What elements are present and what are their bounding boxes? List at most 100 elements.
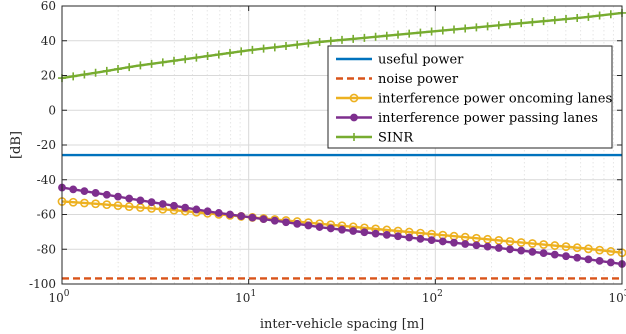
data-point [114,192,122,201]
data-point [80,198,89,208]
data-point [416,234,425,243]
data-point [338,35,346,44]
data-point [315,38,324,47]
data-point [472,241,481,250]
y-tick-label: -40 [37,173,56,187]
y-tick-label: 60 [41,0,56,13]
data-point [147,59,156,68]
data-point [124,202,134,211]
data-point [102,66,111,75]
data-point [494,21,503,30]
data-point [461,24,470,33]
data-point [248,45,257,54]
data-point [80,70,89,79]
legend-item: useful power [336,53,464,68]
data-point [517,19,526,28]
x-tick-label: 101 [235,289,256,305]
data-point [494,244,503,252]
data-point [192,205,201,214]
data-point [237,212,246,220]
data-point [282,218,290,227]
data-point [125,63,134,72]
data-point [562,15,570,24]
data-point [360,228,369,237]
data-point [226,210,234,219]
data-point [427,27,436,36]
data-point [350,113,358,122]
data-point [506,20,514,29]
data-point [102,200,112,210]
data-point [304,39,313,48]
data-point [606,258,615,267]
data-point [114,65,122,74]
data-point [237,47,246,56]
data-point [91,189,100,197]
data-point [561,242,571,252]
data-point [326,224,335,233]
data-point [315,223,324,231]
y-tick-label: 20 [41,69,56,83]
data-point [170,56,178,65]
data-point [69,72,78,81]
legend-label: interference power oncoming lanes [378,92,612,107]
data-point [573,13,582,22]
data-point [573,253,582,262]
x-tick-label: 102 [422,289,443,305]
data-point [248,213,257,222]
data-point [136,196,145,205]
x-axis-title: inter-vehicle spacing [m] [260,317,424,332]
data-point [394,232,402,241]
data-point [349,93,359,103]
data-point [505,237,515,246]
data-point [304,221,313,230]
data-point [550,250,559,259]
legend-box [327,45,613,149]
data-point [259,44,268,53]
data-point [450,238,458,247]
data-point [136,61,145,70]
data-point [349,34,358,43]
data-point [461,240,470,248]
legend-label: useful power [378,53,464,68]
data-point [270,216,279,225]
data-point [214,209,223,217]
data-point [528,18,537,27]
data-point [382,31,391,40]
data-point [326,36,335,45]
y-axis-title: [dB] [9,131,24,159]
data-point [259,215,268,224]
data-point [181,203,190,212]
data-point [483,242,492,251]
series-layer [57,8,626,280]
data-point [405,29,414,38]
data-point [91,68,100,77]
y-tick-label: -100 [29,277,56,291]
y-tick-label: -20 [37,138,56,152]
data-point [226,48,234,57]
data-point [360,33,369,42]
data-point [394,30,402,39]
series-3 [58,183,626,268]
series-4 [58,8,626,83]
data-point [483,22,492,31]
data-point [158,58,167,67]
data-point [349,227,358,235]
data-point [494,235,504,245]
legend: useful power noise power interference powe… [327,45,613,149]
data-point [584,244,593,254]
legend-label: noise power [378,72,459,87]
legend-item: noise power [336,72,459,87]
data-point [438,26,447,35]
x-tick-label: 100 [48,289,69,305]
data-point [170,201,178,210]
data-point [125,194,134,203]
data-point [91,199,100,209]
data-point [371,229,380,238]
legend-item: interference power passing lanes [336,111,598,126]
data-point [282,42,290,51]
data-point [102,190,111,199]
data-point [450,25,458,34]
data-point [506,245,514,254]
legend-label: interference power passing lanes [378,111,598,126]
